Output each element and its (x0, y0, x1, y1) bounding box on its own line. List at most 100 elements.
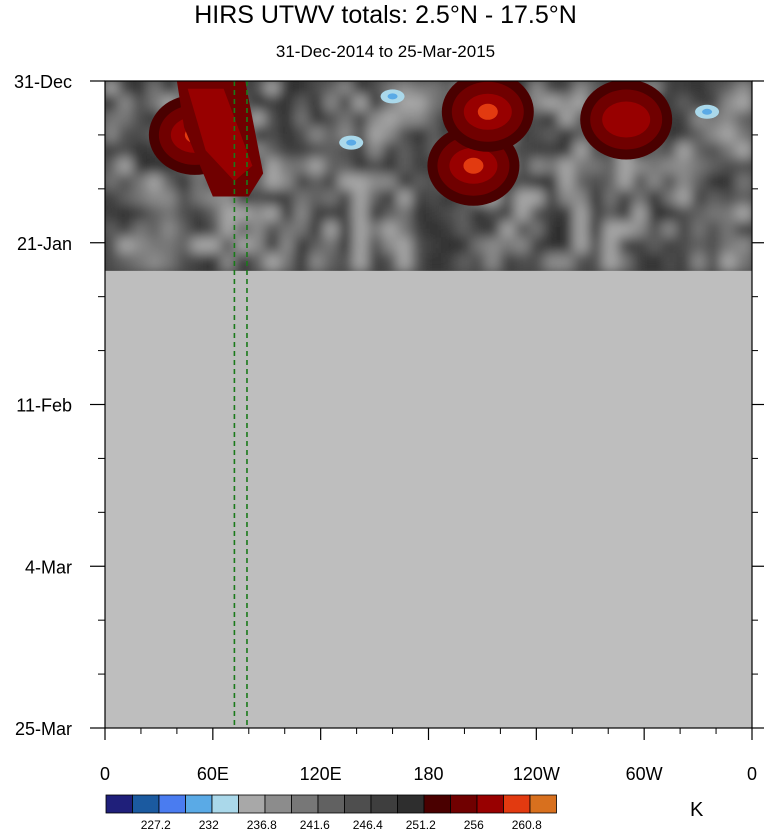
data-cell (617, 221, 637, 242)
data-cell (367, 237, 387, 258)
data-cell (264, 205, 284, 226)
warm-anomaly (463, 157, 484, 174)
data-cell (294, 94, 313, 115)
data-cell (617, 173, 637, 194)
cold-anomaly-core (387, 93, 398, 100)
x-tick-label: 0 (747, 764, 757, 784)
colorbar-swatch (423, 794, 451, 814)
data-cell (338, 221, 357, 242)
data-cell (544, 81, 563, 99)
data-cell (397, 158, 416, 178)
data-cell (161, 205, 181, 226)
data-cell (191, 173, 210, 194)
data-cell (338, 253, 357, 271)
data-cell (558, 158, 578, 178)
warm-anomaly (602, 101, 651, 138)
data-cell (617, 205, 637, 226)
data-cell (485, 237, 505, 258)
data-cell (397, 110, 416, 131)
data-cell (382, 189, 402, 210)
data-cell (367, 142, 387, 163)
data-cell (250, 189, 269, 210)
data-cell (426, 81, 446, 99)
data-cell (105, 126, 122, 147)
data-cell (691, 205, 710, 226)
data-cell (558, 253, 578, 271)
data-cell (720, 110, 740, 131)
data-cell (558, 173, 578, 194)
data-cell (558, 205, 578, 226)
y-tick-label: 21-Jan (17, 234, 72, 254)
data-cell (661, 173, 681, 194)
data-cell (676, 253, 696, 271)
data-cell (117, 142, 137, 163)
data-cell (235, 253, 255, 271)
data-cell (588, 237, 607, 258)
data-cell (470, 237, 490, 258)
data-cell (411, 126, 431, 147)
data-cell (338, 237, 357, 258)
data-cell (382, 126, 402, 147)
data-cell (573, 189, 593, 210)
data-cell (529, 158, 549, 178)
data-cell (294, 81, 313, 99)
colorbar-swatch (105, 794, 133, 814)
data-cell (470, 221, 490, 242)
data-cell (602, 253, 622, 271)
data-cell (485, 205, 505, 226)
data-cell (117, 110, 137, 131)
x-axis: 0 60E 120E 180 120W 60W 0 (100, 728, 757, 784)
data-cell (176, 253, 196, 271)
data-cell (250, 253, 269, 271)
data-cell (661, 189, 681, 210)
data-cell (205, 221, 225, 242)
data-cell (676, 173, 696, 194)
data-cell (647, 173, 666, 194)
data-cell (338, 158, 357, 178)
data-cell (132, 142, 152, 163)
data-cell (235, 237, 255, 258)
data-cell (411, 189, 431, 210)
data-cell (735, 126, 752, 147)
data-cell (147, 81, 166, 99)
data-cell (720, 205, 740, 226)
data-cell (632, 221, 652, 242)
data-cell (176, 173, 196, 194)
data-cell (397, 237, 416, 258)
colorbar-units: K (690, 799, 704, 821)
data-cell (573, 173, 593, 194)
data-cell (250, 94, 269, 115)
data-cell (367, 189, 387, 210)
data-cell (500, 221, 519, 242)
data-cell (426, 94, 446, 115)
data-cell (661, 158, 681, 178)
data-cell (720, 237, 740, 258)
data-cell (323, 237, 343, 258)
data-cell (323, 158, 343, 178)
data-cell (514, 173, 534, 194)
x-tick-label: 0 (100, 764, 110, 784)
data-cell (308, 221, 328, 242)
data-cell (397, 173, 416, 194)
data-cell (617, 253, 637, 271)
data-cell (720, 158, 740, 178)
data-cell (676, 158, 696, 178)
data-cell (352, 237, 372, 258)
data-cell (279, 237, 299, 258)
data-cell (529, 142, 549, 163)
data-cell (661, 81, 681, 99)
data-cell (250, 237, 269, 258)
data-cell (500, 237, 519, 258)
data-cell (544, 221, 563, 242)
data-cell (588, 221, 607, 242)
data-cell (105, 173, 122, 194)
data-cell (617, 158, 637, 178)
data-cell (147, 221, 166, 242)
data-cell (676, 237, 696, 258)
data-cell (352, 253, 372, 271)
data-cell (588, 253, 607, 271)
data-cell (558, 110, 578, 131)
data-cell (735, 94, 752, 115)
data-cell (294, 126, 313, 147)
data-cell (323, 81, 343, 99)
